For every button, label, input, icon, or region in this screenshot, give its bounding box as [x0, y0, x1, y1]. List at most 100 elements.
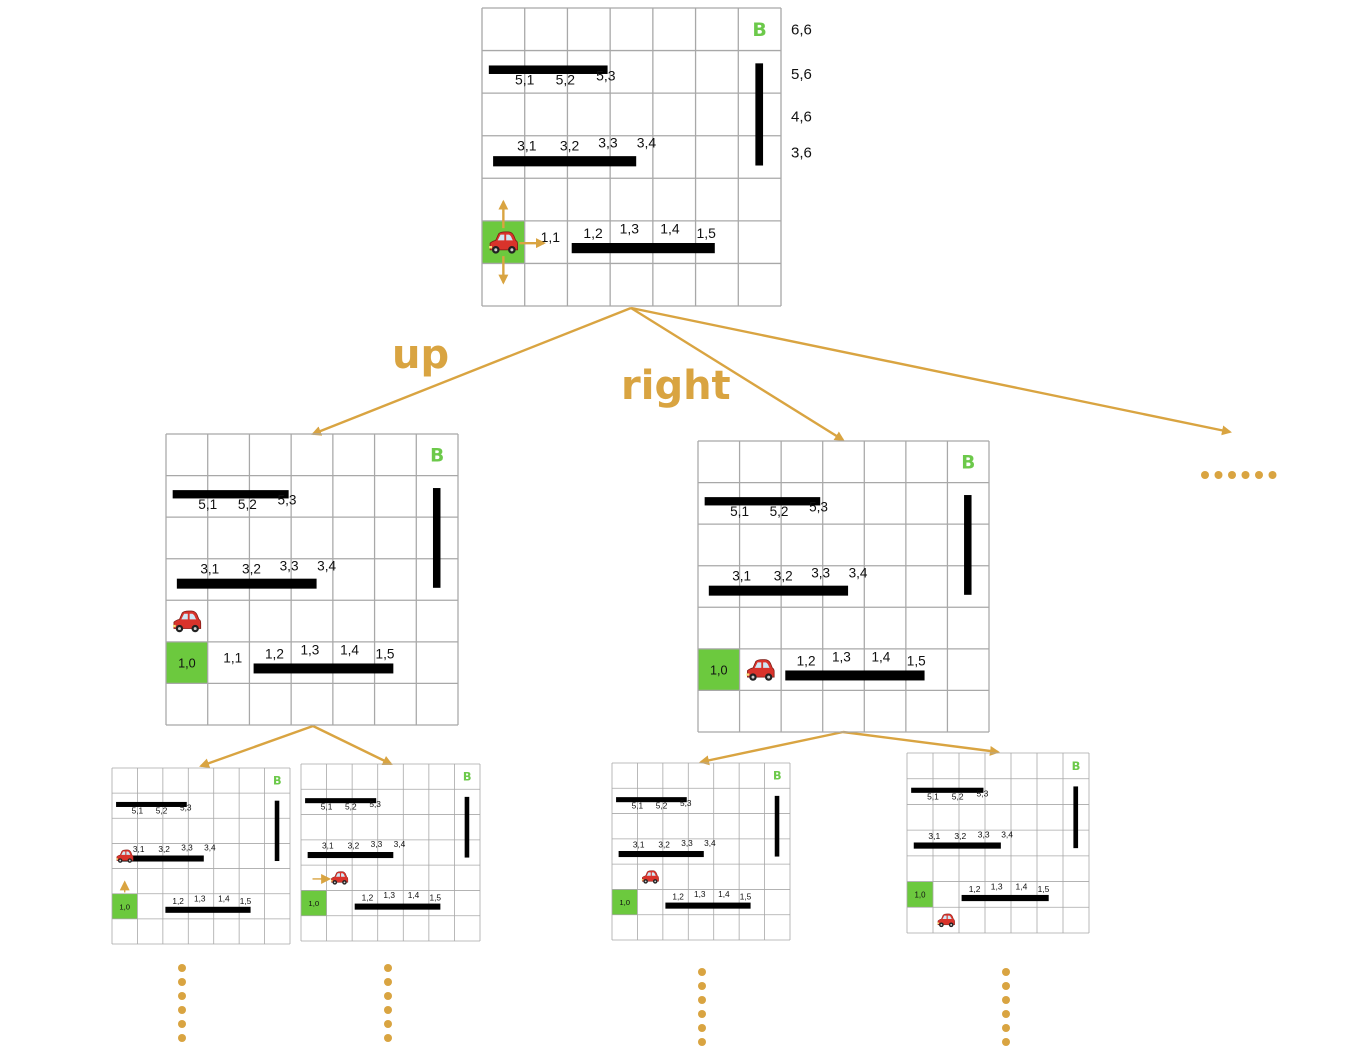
grid-up-right: B 5,1 5,2 5,3 3,1 3,2 3,3 3,4 1,2 1,3 1,4 1,5 1,0: [300, 763, 481, 942]
ellipsis-dot: [1002, 982, 1010, 990]
row-label: 5,6: [791, 66, 812, 83]
edge-root-more: [630, 306, 1232, 436]
wall-row5: [704, 497, 821, 506]
start-cell-label: 1,0: [619, 898, 630, 907]
cell-label: 3,1: [732, 568, 751, 583]
ellipsis-dot: [1002, 1010, 1010, 1018]
start-cell-label: 1,0: [178, 657, 196, 671]
wall-column6: [755, 63, 764, 166]
cell-label: 5,3: [596, 67, 616, 83]
wall-row3: [493, 156, 637, 167]
goal-label: B: [273, 775, 282, 788]
start-cell: [112, 893, 138, 919]
cell-label: 3,4: [637, 135, 657, 151]
cell-label: 5,1: [515, 72, 535, 88]
cell-label: 1,2: [969, 884, 981, 894]
wall-column6: [464, 796, 470, 858]
cell-label: 1,3: [832, 649, 851, 664]
ellipsis-dot: [1002, 1024, 1010, 1032]
edge-root-up: [311, 306, 632, 436]
wall-row5: [305, 798, 377, 804]
ellipsis-dot: [698, 1038, 706, 1046]
cell-label: 3,2: [658, 840, 670, 850]
cell-label: 1,2: [265, 646, 284, 661]
wall-row5: [488, 65, 608, 74]
cell-label: 3,3: [280, 558, 299, 573]
edge-up-right: [312, 724, 393, 766]
cell-label: 5,1: [927, 791, 939, 801]
wall-row1: [961, 894, 1049, 902]
cell-label: 1,5: [740, 892, 752, 902]
cell-label: 1,4: [340, 642, 359, 657]
wall-row5: [116, 801, 187, 807]
cell-label: 3,3: [181, 842, 193, 852]
grid-right-down: B 5,1 5,2 5,3 3,1 3,2 3,3 3,4 1,2 1,3 1,4 1,5 1,0: [906, 752, 1090, 934]
row-label: 3,6: [791, 145, 812, 162]
cell-label: 5,2: [770, 504, 789, 519]
cell-label: 3,4: [849, 565, 868, 580]
wall-row5: [911, 787, 984, 793]
ellipsis-dot: [698, 1024, 706, 1032]
cell-label: 3,3: [978, 829, 990, 839]
ellipsis-dot: [698, 968, 706, 976]
ellipsis-dot: [178, 1034, 186, 1042]
start-cell: [907, 881, 933, 908]
goal-label: B: [1072, 759, 1081, 773]
wall-row1: [665, 902, 751, 909]
cell-label: 5,1: [321, 802, 333, 812]
cell-label: 1,3: [620, 221, 640, 237]
ellipsis-dot: [384, 978, 392, 986]
row-label: 6,6: [791, 21, 812, 38]
ellipsis-dot: [384, 964, 392, 972]
cell-label: 3,1: [133, 844, 145, 854]
ellipsis-dot: [178, 992, 186, 1000]
cell-label: 3,2: [158, 844, 170, 854]
cell-label: 1,4: [718, 889, 730, 899]
cell-label: 1,5: [240, 896, 252, 906]
cell-label: 1,4: [408, 890, 420, 900]
ellipsis-dot: [1201, 471, 1209, 479]
wall-column6: [432, 488, 441, 588]
cell-label: 5,1: [198, 497, 217, 512]
cell-label: 1,5: [697, 225, 717, 241]
ellipsis-dot: [1002, 1038, 1010, 1046]
wall-column6: [774, 795, 780, 857]
cell-label: 1,4: [218, 893, 230, 903]
wall-column6: [274, 800, 280, 862]
start-cell-label: 1,0: [308, 899, 319, 908]
cell-label: 1,3: [694, 889, 706, 899]
cell-label: 3,1: [633, 840, 645, 850]
ellipsis-dot: [178, 1006, 186, 1014]
goal-label: B: [961, 452, 975, 473]
ellipsis-dot: [1002, 996, 1010, 1004]
start-cell-label: 1,0: [915, 890, 927, 899]
cell-label: 1,3: [194, 893, 206, 903]
car-icon: [489, 231, 518, 254]
cell-label: 3,3: [811, 565, 830, 580]
cell-label: 1,1: [223, 651, 242, 666]
car-icon: [937, 913, 955, 928]
ellipsis-dot: [178, 1020, 186, 1028]
cell-label: 5,2: [556, 72, 576, 88]
cell-label: 1,2: [797, 653, 816, 668]
cell-label: 5,3: [680, 798, 692, 808]
ellipsis-dot: [178, 964, 186, 972]
cell-label: 5,3: [809, 500, 828, 515]
tree-edges: [199, 306, 1232, 769]
ellipsis-dot: [1002, 968, 1010, 976]
edge-right-right: [842, 730, 1000, 756]
cell-label: 3,3: [371, 839, 383, 849]
cell-label: 3,3: [598, 135, 618, 151]
wall-column6: [964, 495, 972, 595]
cell-label: 1,5: [1038, 884, 1050, 894]
cell-label: 3,1: [200, 561, 219, 576]
cell-label: 1,2: [583, 225, 603, 241]
cell-label: 3,1: [322, 841, 334, 851]
start-cell-label: 1,0: [119, 902, 130, 911]
edge-root-right: [630, 306, 845, 442]
ellipsis-dot: [1241, 471, 1250, 479]
wall-row1: [354, 903, 441, 910]
grid-root: B5,15,25,33,13,23,33,41,11,21,31,41,51,0…: [481, 7, 812, 307]
cell-label: 1,5: [429, 893, 441, 903]
